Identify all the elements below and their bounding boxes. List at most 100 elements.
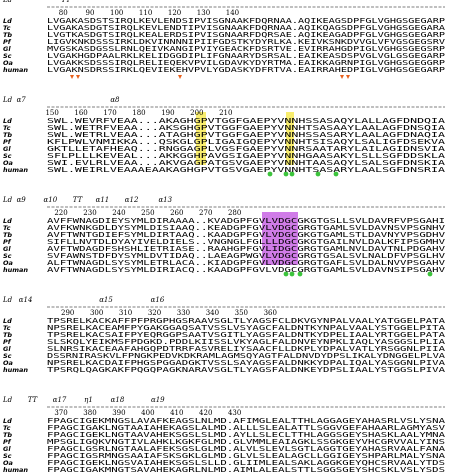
- species-label: Tb: [3, 331, 12, 339]
- sequence: TPSRQLQAGKAKFPQGQPAGKNARAVSGLTLYAGSFALDN…: [47, 366, 446, 374]
- species-label: Oa: [3, 159, 13, 167]
- species-label: Pf: [3, 338, 12, 346]
- sequence: LVGAKHGDPAALRKLKELIDGGDIPLIFGNAARYDSRSAL…: [47, 52, 445, 60]
- species-label: Gl: [3, 445, 11, 453]
- species-label: Tc: [3, 324, 11, 332]
- species-label: human: [3, 66, 28, 74]
- structure-labels: Ld α9 α10 TT α11 α12 α13: [2, 196, 185, 204]
- sequence: FPAGCIGSRMNGSAAIAFSKSGKLGLMD.GLVLSLEALAG…: [47, 452, 446, 460]
- sequence: SLNRSIKACEAAFAHGQPDTRRFASVRELIYSAACFLLDK…: [47, 345, 446, 353]
- species-label: Gl: [3, 145, 11, 153]
- marker: [297, 271, 303, 277]
- marker: [283, 271, 289, 277]
- position-numbers: 220 230 240 250 260 270 280: [41, 209, 241, 217]
- species-label: Tc: [3, 224, 11, 232]
- highlight: [262, 212, 298, 265]
- species-label: Tc: [3, 24, 11, 32]
- marker: [283, 171, 289, 177]
- sequence: LVGAKNSDRSSIRKLQEVIEKEHVPVLYGDASKYDFRTVA…: [47, 66, 445, 74]
- sequence: GKTLLETAFHEAQ...RNGGAGPLVGSFGAEPYVNNRSAA…: [47, 145, 446, 153]
- sequence: FPAGCIGAKLNGTAAIAHEKAGSLALMD.ALLLSLEALAT…: [47, 424, 446, 432]
- species-label: Ld: [3, 17, 12, 25]
- species-label: Ld: [3, 317, 12, 325]
- species-label: Gl: [3, 45, 11, 53]
- sequence: SLSKQLYEIKMSFPDGKD.PDDLKIISSLVKYAGLFALDN…: [47, 338, 446, 346]
- sequence: LIGVKNKDSSSIRKLDKVINNNNIPIIFGDSTKYDYRLKA…: [47, 38, 446, 46]
- species-label: Tc: [3, 124, 11, 132]
- structure-labels: Ld α14 α15 α16: [2, 296, 171, 304]
- species-label: human: [3, 166, 28, 174]
- sequence: LVGAKASDSTSIRQLKEVLENDSIPVISGNAAKFDQRNAA…: [47, 17, 445, 25]
- highlight: [286, 112, 294, 165]
- species-label: Tb: [3, 431, 12, 439]
- species-label: Sc: [3, 252, 12, 260]
- marker: [289, 271, 295, 277]
- species-label: human: [3, 266, 28, 274]
- species-label: Oa: [3, 459, 13, 467]
- species-label: Tc: [3, 424, 11, 432]
- sequence: AVFTWNTGDIEFSYMLDIRTAAQ..KAADGPFGVLVDGCG…: [47, 231, 446, 239]
- species-label: human: [3, 466, 28, 474]
- species-label: Sc: [3, 152, 12, 160]
- species-label: Sc: [3, 452, 12, 460]
- sequence: SWI.EVLRLVEAA...AKVGAGPATGSVGAEPYVNNHTAA…: [47, 159, 446, 167]
- sequence: NPSRELKACDAIFPHGSPGGADGKTVSSLSAYAGSFALDN…: [47, 359, 446, 367]
- sequence: LVGTKASDGTSIRQLKEALERDSIPVISGNAARFDQRSAE…: [47, 31, 445, 39]
- species-label: Pf: [3, 138, 12, 146]
- species-label: human: [3, 366, 28, 374]
- marker: [289, 171, 295, 177]
- structure-labels: Ld TT: [2, 0, 153, 4]
- sequence: LVGAKASDGTSIRQLKEVLENDTIPVISGNAAKFDQRNAA…: [47, 24, 446, 32]
- marker: [346, 75, 350, 79]
- species-label: Pf: [3, 438, 12, 446]
- sequence: SWL.WETRLVEAA...ATAGHGPVTGGFGAEPYVNNHSSA…: [47, 131, 446, 139]
- marker: [178, 75, 182, 79]
- sequence: SWL.WEVRFVEAA...AKAGHGPVTGGFGAEPYVNNHSSA…: [47, 117, 446, 125]
- sequence: AVFTWDAGDFSHSHLIETRIASE..RAAHGPFGVLIDGCG…: [47, 245, 446, 253]
- sequence: SIFLLNVTDLDYAYIVELDIELS..VNGNGLFGLLLDGCG…: [47, 238, 446, 246]
- sequence: TPSRELKACKAFFPFPRGPHGSRAAVSGLTLYAGSFCLDK…: [47, 317, 446, 325]
- species-label: Ld: [3, 217, 12, 225]
- species-label: Oa: [3, 259, 13, 267]
- sequence: FPAGCIGEKLNGTAAVAHEKSGSLSLMD.AYLLSLECLTT…: [47, 431, 446, 439]
- structure-labels: Ld TT α17 η1 α18 α19: [2, 396, 182, 404]
- species-label: Pf: [3, 38, 12, 46]
- species-label: Ld: [3, 417, 12, 425]
- sequence: MVGSKASDGSSLRNLQEIVKANGIPVIYGEACKFDSRTVE…: [47, 45, 445, 53]
- sequence: LVGAKKSDSSSIRQLRELIEQEKVPVILGDAVKYDYRTMA…: [47, 59, 445, 67]
- marker: [340, 75, 344, 79]
- species-label: Oa: [3, 59, 13, 67]
- marker: [333, 171, 339, 177]
- sequence: FPAGCIGEKLNGSVAIAHEKSGSLSLLD.GLIIMLEALSA…: [47, 459, 445, 467]
- position-numbers: 290 300 310 320 330 340 350 360: [41, 309, 277, 317]
- marker: [267, 171, 273, 177]
- species-label: Sc: [3, 352, 12, 360]
- sequence: FPAGCIGAKMNGTSAVAHEKAGRLNLMD.AIMLALEALST…: [47, 466, 445, 474]
- sequence: FPAGCIGEKMNGSLAVAFKEAGSLNLMD.AFIMGLEALTT…: [47, 417, 446, 425]
- sequence: SFLPLLLKEVEAL...AKKGGHPAVGSIGAEPYVNNHGAA…: [47, 152, 446, 160]
- sequence: KFLPWLVNMIKKA...QSKGLGPLIGAIGQEPYVNNHTSI…: [47, 138, 446, 146]
- structure-labels: Ld α7 α8: [2, 96, 160, 104]
- species-label: Ld: [3, 117, 12, 125]
- sequence: TPSRELKACSAIFPYEQRGGPSAATVSGITLYAGSFALDN…: [47, 331, 446, 339]
- position-numbers: 370 380 390 400 410 420 430: [41, 409, 241, 417]
- decorations: [70, 75, 433, 277]
- sequence: AVFFWNAGDIEYSYMLDIRAAAA..KVADGPFGVLVDGCG…: [47, 217, 445, 225]
- species-label: Gl: [3, 345, 11, 353]
- marker: [315, 171, 321, 177]
- sequence: AVFTWNAGDLSYSYMLDIRIACQ..KAADGPFGVLVDGCG…: [47, 266, 446, 274]
- species-label: Sc: [3, 52, 12, 60]
- position-numbers: 150 160 170 180 190 200 210: [41, 109, 232, 117]
- species-label: Tb: [3, 31, 12, 39]
- species-label: Tb: [3, 231, 12, 239]
- species-label: Oa: [3, 359, 13, 367]
- sequence: SWL.WETRFVEAA...AKSGHGPVTGGFGAEPYVNNHTSA…: [47, 124, 446, 132]
- sequence: MPSGLIGQKVNGTIVLAHKLKGKFGLMD.GLVMMLEAIAG…: [47, 438, 445, 446]
- sequence: ALFTWNAGDLSYSYMLETRLACA..KIADGPFGVLVDGCG…: [47, 259, 446, 267]
- sequence: NPSRELKACEAMFPYGAKGGAQSATVSSLVSYAGCFALDN…: [47, 324, 446, 332]
- species-label: Pf: [3, 238, 12, 246]
- species-label: Tb: [3, 131, 12, 139]
- position-numbers: 80 90 100 110 120 130 140: [41, 9, 239, 17]
- species-label: Gl: [3, 245, 11, 253]
- sequence: DSSRNIRASKVLFPNGKPEDVKDKRAMLAGMSQYAGTFAL…: [47, 352, 446, 360]
